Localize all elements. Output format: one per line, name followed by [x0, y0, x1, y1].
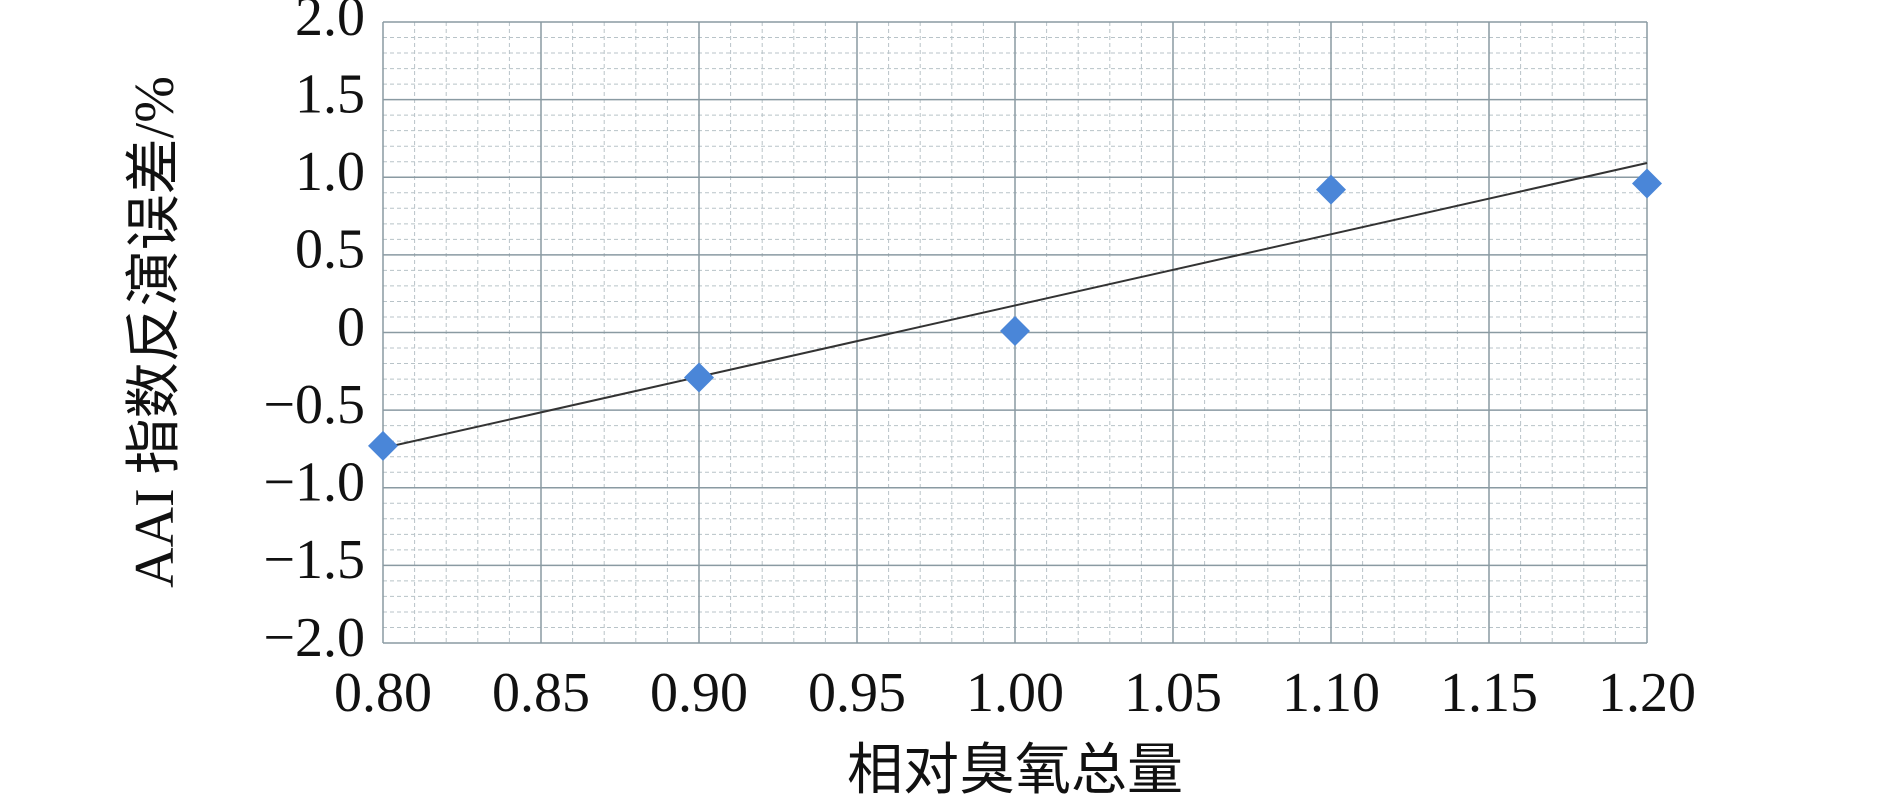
y-tick-label: 0: [337, 296, 365, 358]
x-tick-label: 1.20: [1598, 662, 1696, 724]
y-tick-label: 2.0: [295, 0, 365, 48]
x-tick-label: 0.95: [808, 662, 906, 724]
y-tick-label: −1.0: [263, 452, 365, 514]
data-point: [1000, 315, 1030, 346]
y-tick-label: −2.0: [263, 607, 365, 669]
data-point: [684, 362, 714, 393]
y-tick-label: 0.5: [295, 219, 365, 281]
x-tick-label: 0.80: [334, 662, 432, 724]
y-tick-label: 1.5: [295, 63, 365, 125]
data-point: [1316, 174, 1346, 205]
y-tick-label: −0.5: [263, 374, 365, 436]
x-tick-label: 0.90: [650, 662, 748, 724]
y-axis-title: AAI 指数反演误差/%: [124, 76, 186, 588]
x-tick-label: 1.15: [1440, 662, 1538, 724]
y-tick-label: −1.5: [263, 529, 365, 591]
data-point: [1632, 168, 1662, 199]
x-tick-label: 1.10: [1282, 662, 1380, 724]
x-tick-label: 1.05: [1124, 662, 1222, 724]
x-axis-title: 相对臭氧总量: [847, 740, 1183, 802]
x-tick-label: 1.00: [966, 662, 1064, 724]
trendline: [382, 161, 1648, 449]
x-tick-label: 0.85: [492, 662, 590, 724]
data-point: [368, 430, 398, 461]
y-tick-label: 1.0: [295, 141, 365, 203]
